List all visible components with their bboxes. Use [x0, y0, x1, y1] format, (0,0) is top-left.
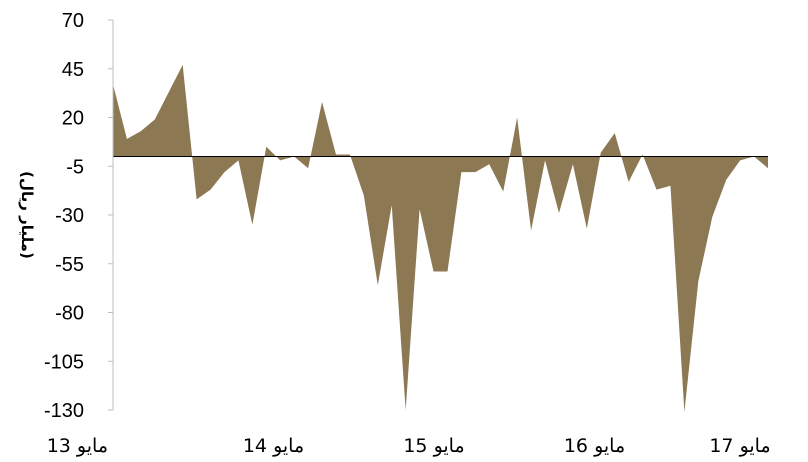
y-axis-ticks: 70 45 20 -5 -30 -55 -80 -105 -130 [44, 10, 113, 422]
x-axis-ticks: مايو 13 مايو 14 مايو 15 مايو 16 مايو 17 [47, 435, 771, 457]
y-tick-label: -55 [55, 254, 84, 276]
data-area-group [113, 64, 768, 412]
x-tick-label: مايو 15 [403, 435, 464, 457]
y-tick-label: -130 [44, 400, 84, 422]
y-tick-label: 45 [62, 59, 84, 81]
y-tick-label: -30 [55, 205, 84, 227]
y-tick-label: 20 [62, 108, 84, 130]
data-area [113, 64, 768, 412]
x-tick-label: مايو 14 [243, 435, 304, 457]
y-tick-label: -105 [44, 351, 84, 373]
y-tick-label: -5 [66, 156, 84, 178]
y-axis-label: (مليار ريال) [18, 171, 36, 259]
x-tick-label: مايو 16 [564, 435, 625, 457]
x-tick-label: مايو 13 [47, 435, 108, 457]
x-tick-label: مايو 17 [709, 435, 770, 457]
y-tick-label: -80 [55, 303, 84, 325]
y-tick-label: 70 [62, 10, 84, 32]
